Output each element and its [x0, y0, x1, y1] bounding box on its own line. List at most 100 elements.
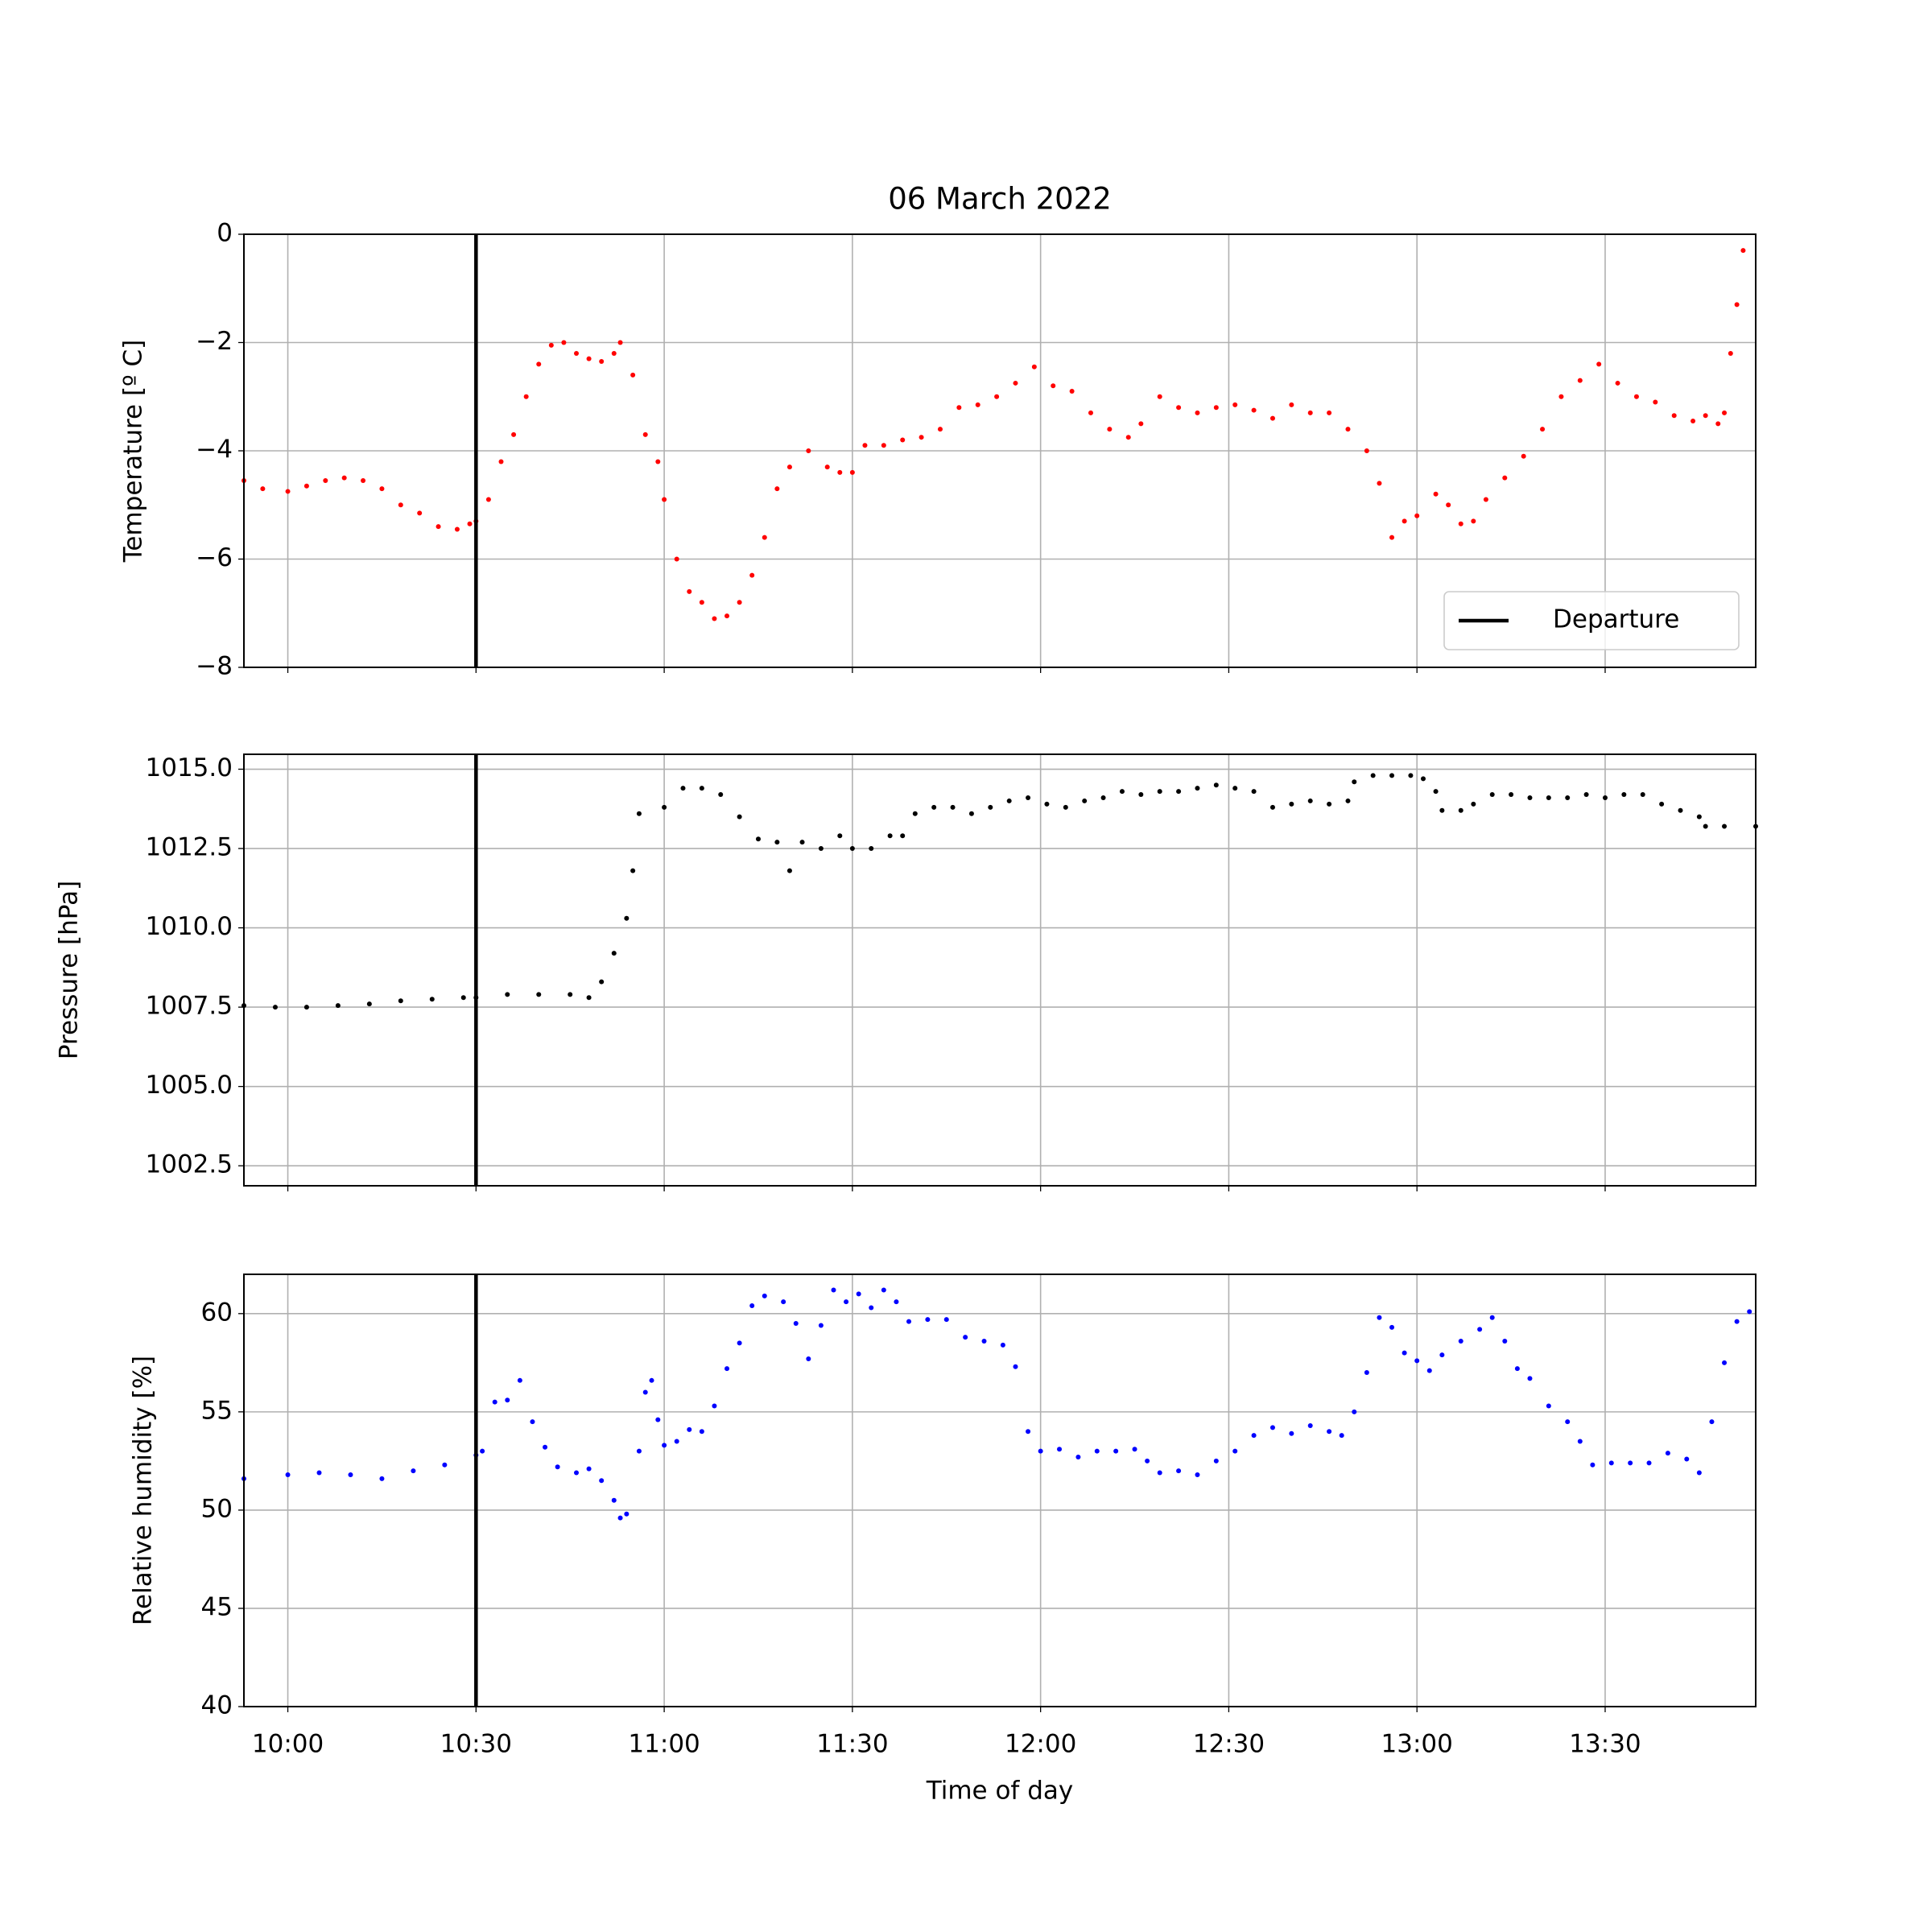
data-point [1527, 795, 1533, 800]
data-point [511, 431, 517, 437]
data-point [1157, 1470, 1162, 1476]
data-point [856, 1291, 861, 1297]
data-point [1006, 798, 1012, 803]
data-point [1269, 1425, 1275, 1430]
data-point [1527, 1376, 1533, 1381]
data-point [844, 1299, 849, 1305]
data-point [1458, 1338, 1463, 1344]
data-point [1057, 1447, 1063, 1452]
data-point [568, 992, 573, 997]
data-point [1013, 1364, 1018, 1369]
x-tick-label: 10:30 [440, 1730, 512, 1759]
data-point [1433, 491, 1439, 497]
data-point [1477, 1327, 1483, 1332]
y-axis-label: Relative humidity [%] [129, 1356, 158, 1625]
data-point [505, 992, 510, 997]
data-point [599, 1478, 605, 1484]
data-point [272, 1005, 278, 1010]
data-point [630, 372, 636, 378]
data-point [1659, 801, 1665, 807]
data-point [1138, 792, 1144, 798]
data-point [1063, 804, 1068, 810]
data-point [1107, 427, 1113, 432]
data-point [1565, 1419, 1571, 1425]
data-point [1044, 801, 1050, 807]
data-point [1722, 410, 1728, 415]
data-point [655, 459, 661, 464]
data-point [737, 1340, 742, 1346]
data-point [837, 833, 843, 839]
data-point [1176, 405, 1182, 411]
data-point [1521, 453, 1526, 459]
data-point [762, 535, 767, 540]
data-point [1471, 518, 1476, 524]
data-point [335, 1003, 341, 1009]
data-point [1577, 378, 1583, 383]
data-point [260, 486, 266, 492]
y-tick-label: 1015.0 [146, 753, 233, 782]
y-tick-label: 0 [217, 219, 233, 248]
data-point [1696, 1470, 1702, 1476]
data-point [737, 600, 742, 605]
y-tick-label: 1002.5 [146, 1150, 233, 1179]
data-point [925, 1317, 931, 1323]
data-point [1289, 402, 1294, 407]
data-point [712, 1403, 717, 1409]
data-point [937, 427, 943, 432]
data-point [806, 448, 811, 453]
data-point [379, 1476, 385, 1481]
data-point [1327, 801, 1332, 807]
data-point [1075, 1455, 1081, 1460]
data-point [398, 502, 403, 508]
data-point [485, 497, 491, 502]
data-point [417, 510, 423, 516]
data-point [1289, 1430, 1294, 1436]
data-point [818, 846, 824, 852]
data-point [1709, 1419, 1715, 1425]
data-point [1615, 380, 1620, 386]
data-point [617, 340, 623, 345]
y-tick-label: −6 [196, 543, 233, 572]
data-point [806, 1356, 811, 1361]
data-point [786, 464, 792, 470]
data-point [411, 1468, 416, 1474]
data-point [1402, 518, 1407, 524]
data-point [1426, 1368, 1432, 1373]
x-tick-label: 12:00 [1005, 1730, 1076, 1759]
data-point [1602, 795, 1608, 800]
data-point [1119, 789, 1125, 795]
data-point [1232, 1448, 1238, 1454]
data-point [950, 804, 956, 810]
data-point [956, 405, 962, 411]
data-point [1138, 421, 1144, 427]
y-tick-label: −2 [196, 327, 233, 356]
data-point [737, 814, 742, 819]
data-point [1514, 1366, 1520, 1372]
data-point [1364, 1370, 1369, 1376]
data-point [1633, 394, 1639, 399]
data-point [687, 588, 692, 594]
data-point [1389, 535, 1395, 540]
data-point [755, 836, 761, 842]
data-point [774, 486, 780, 492]
data-point [1608, 1460, 1614, 1466]
data-point [849, 469, 855, 475]
data-point [630, 868, 636, 873]
data-point [1646, 1460, 1652, 1466]
data-point [586, 995, 592, 1001]
y-tick-label: 55 [201, 1396, 233, 1425]
data-point [1414, 1358, 1420, 1364]
data-point [1251, 789, 1257, 795]
data-point [1703, 824, 1708, 829]
data-point [1195, 410, 1200, 415]
data-point [642, 431, 648, 437]
data-point [869, 1305, 874, 1311]
data-point [1195, 1472, 1200, 1477]
data-point [680, 786, 686, 791]
data-point [749, 572, 755, 578]
data-point [963, 1335, 968, 1340]
data-point [1000, 1342, 1005, 1348]
data-point [442, 1462, 448, 1468]
data-point [1213, 1458, 1219, 1463]
data-point [1458, 807, 1463, 813]
